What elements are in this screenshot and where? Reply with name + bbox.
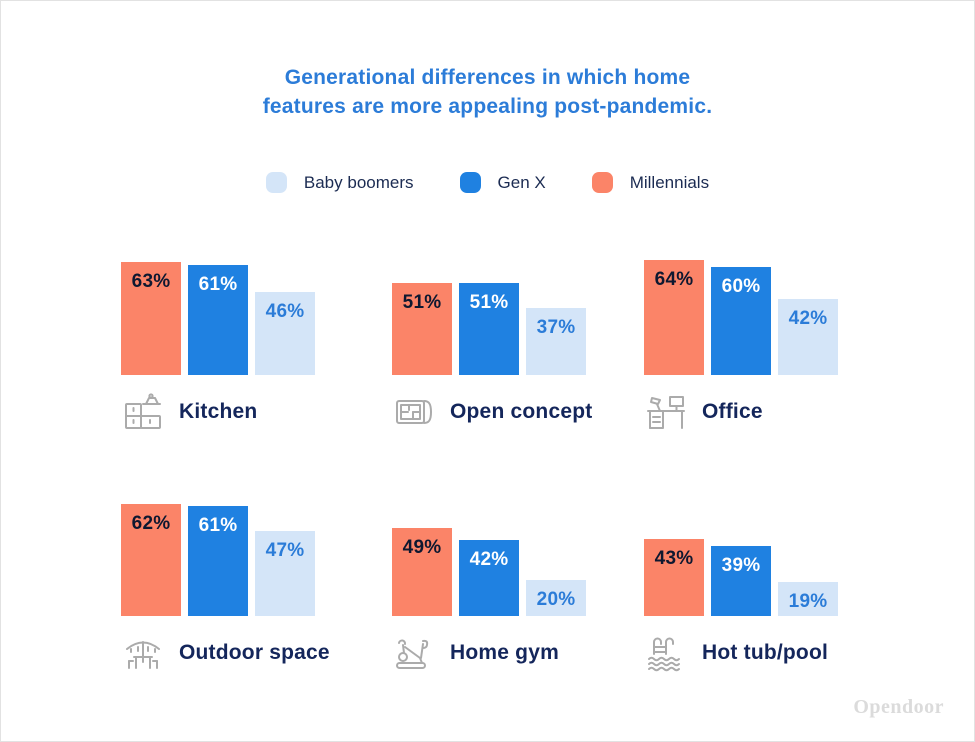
- legend-label: Gen X: [497, 172, 546, 192]
- chart-title-line1: Generational differences in which home: [284, 66, 691, 89]
- bar-group: 64% 60% 42%: [644, 259, 838, 375]
- bar-millennials: 64%: [644, 260, 704, 375]
- legend-label: Baby boomers: [303, 172, 414, 192]
- baby-boomers-swatch-icon: [265, 172, 287, 193]
- opendoor-logo: Opendoor: [853, 696, 944, 718]
- bar-baby-boomers: 47%: [255, 531, 315, 616]
- legend-item-baby-boomers: Baby boomers: [265, 172, 414, 193]
- bar-baby-boomers: 42%: [778, 299, 838, 375]
- bar-gen-x: 39%: [711, 546, 771, 616]
- bar-value-label: 42%: [788, 308, 828, 329]
- bar-value-label: 64%: [654, 269, 694, 290]
- chart-group-hot-tub-pool: 43% 39% 19% Hot tub/pool: [644, 500, 838, 674]
- kitchen-icon: [121, 391, 165, 433]
- category-caption: Outdoor space: [121, 632, 330, 674]
- category-caption: Office: [644, 391, 838, 433]
- bar-baby-boomers: 19%: [778, 582, 838, 616]
- bar-group: 63% 61% 46%: [121, 259, 315, 375]
- legend-item-millennials: Millennials: [591, 172, 710, 193]
- category-label: Office: [702, 400, 763, 423]
- millennials-swatch-icon: [591, 172, 613, 193]
- bar-value-label: 61%: [198, 515, 238, 536]
- chart-group-home-gym: 49% 42% 20% Home gym: [392, 500, 586, 674]
- hot-tub-pool-icon: [644, 632, 688, 674]
- bar-group: 62% 61% 47%: [121, 500, 315, 616]
- category-label: Kitchen: [179, 400, 258, 423]
- bar-gen-x: 60%: [711, 267, 771, 375]
- bar-millennials: 51%: [392, 283, 452, 375]
- bar-value-label: 62%: [131, 513, 171, 534]
- bar-gen-x: 61%: [188, 506, 248, 616]
- bar-value-label: 60%: [721, 276, 761, 297]
- bar-value-label: 39%: [721, 555, 761, 576]
- bar-group: 51% 51% 37%: [392, 259, 586, 375]
- category-caption: Home gym: [392, 632, 586, 674]
- bar-value-label: 37%: [536, 317, 576, 338]
- legend: Baby boomers Gen X Millennials: [1, 172, 974, 193]
- bar-value-label: 19%: [788, 591, 828, 612]
- bar-gen-x: 61%: [188, 265, 248, 375]
- bar-value-label: 47%: [265, 540, 305, 561]
- bar-millennials: 63%: [121, 262, 181, 375]
- bar-value-label: 43%: [654, 548, 694, 569]
- chart-group-open-concept: 51% 51% 37% Open concept: [392, 259, 592, 433]
- category-label: Open concept: [450, 400, 593, 423]
- gen-x-swatch-icon: [459, 172, 481, 193]
- office-icon: [644, 391, 688, 433]
- category-label: Outdoor space: [179, 641, 330, 664]
- chart-group-office: 64% 60% 42% Office: [644, 259, 838, 433]
- bar-millennials: 62%: [121, 504, 181, 616]
- home-gym-icon: [392, 632, 436, 674]
- chart-group-kitchen: 63% 61% 46% Kitchen: [121, 259, 315, 433]
- category-caption: Kitchen: [121, 391, 315, 433]
- bar-group: 49% 42% 20%: [392, 500, 586, 616]
- bar-value-label: 42%: [469, 549, 509, 570]
- bar-group: 43% 39% 19%: [644, 500, 838, 616]
- bar-value-label: 63%: [131, 271, 171, 292]
- bar-value-label: 51%: [469, 292, 509, 313]
- bar-baby-boomers: 20%: [526, 580, 586, 616]
- open-concept-icon: [392, 391, 436, 433]
- outdoor-space-icon: [121, 632, 165, 674]
- bar-value-label: 20%: [536, 589, 576, 610]
- category-label: Hot tub/pool: [702, 641, 829, 664]
- bar-gen-x: 51%: [459, 283, 519, 375]
- bar-baby-boomers: 37%: [526, 308, 586, 375]
- bar-value-label: 51%: [402, 292, 442, 313]
- legend-item-gen-x: Gen X: [459, 172, 546, 193]
- bar-value-label: 46%: [265, 301, 305, 322]
- bar-millennials: 49%: [392, 528, 452, 616]
- chart-title-line2: features are more appealing post-pandemi…: [262, 95, 713, 118]
- legend-label: Millennials: [629, 172, 710, 192]
- bar-baby-boomers: 46%: [255, 292, 315, 375]
- bar-value-label: 61%: [198, 274, 238, 295]
- bar-millennials: 43%: [644, 539, 704, 616]
- chart-group-outdoor-space: 62% 61% 47%: [121, 500, 330, 674]
- category-caption: Open concept: [392, 391, 592, 433]
- bar-value-label: 49%: [402, 537, 442, 558]
- chart-title: Generational differences in which home f…: [1, 63, 974, 121]
- category-label: Home gym: [450, 641, 559, 664]
- bar-gen-x: 42%: [459, 540, 519, 616]
- category-caption: Hot tub/pool: [644, 632, 838, 674]
